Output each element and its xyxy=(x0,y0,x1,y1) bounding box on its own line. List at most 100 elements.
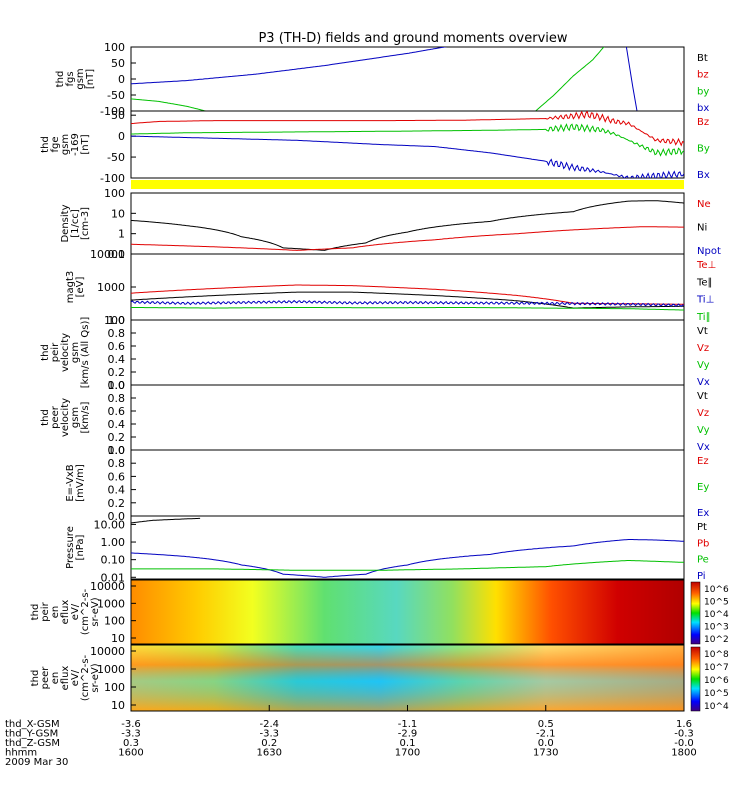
y-tick-label: 10 xyxy=(111,632,125,645)
colorbar-tick-label: 10^5 xyxy=(704,598,729,608)
y-axis-label: E=-VxB xyxy=(65,464,76,501)
x-tick-label: 0.3 xyxy=(123,738,139,749)
y-tick-label: 1000 xyxy=(97,663,125,676)
series-group xyxy=(131,47,638,111)
x-axis: thd_X-GSM -3.6 -2.4 -1.1 0.5 1.6 thd_Y-GSM -3.3… xyxy=(5,705,697,768)
peer-colorbar xyxy=(690,646,701,712)
x-tick-label: -2.1 xyxy=(536,729,556,740)
series-line-Pt xyxy=(131,517,201,524)
series-group xyxy=(131,111,684,178)
series-line-bx xyxy=(625,47,638,111)
y-axis-label: velocity xyxy=(60,333,71,372)
y-tick-label: 10 xyxy=(111,699,125,712)
y-tick-label: 0.8 xyxy=(108,392,126,405)
y-tick-label: 0.10 xyxy=(101,554,126,567)
series-line-Ti∥ xyxy=(131,307,684,311)
y-tick-label: 0.6 xyxy=(108,405,126,418)
y-tick-label: 0.0 xyxy=(108,510,126,523)
legend-entry-By: By xyxy=(697,144,710,155)
legend-entry-Bx: Bx xyxy=(697,170,710,181)
legend-entry-Npot: Npot xyxy=(697,246,721,257)
y-axis-label: [cm-3] xyxy=(80,207,91,240)
legend-entry-Vx: Vx xyxy=(697,377,710,388)
y-tick-label: 1000 xyxy=(97,281,125,294)
legend-entry-Bz: Bz xyxy=(697,117,709,128)
series-line-Bz xyxy=(131,111,684,147)
x-axis-row-label: thd_Y-GSM xyxy=(5,729,58,740)
panel-density: 100 10 1 0.1 Density [1/cc] [cm-3] Ne Ni Npot xyxy=(60,187,721,261)
y-axis-label: thd xyxy=(30,670,41,687)
y-tick-label: 0.1 xyxy=(108,248,126,261)
y-tick-label: 0 xyxy=(118,73,125,86)
y-tick-label: 0.8 xyxy=(108,327,126,340)
y-tick-label: 0.2 xyxy=(108,497,126,510)
y-tick-label: 0.0 xyxy=(108,379,126,392)
y-axis-label: Pressure xyxy=(65,526,76,569)
x-tick-label: 0.2 xyxy=(261,738,277,749)
y-tick-label: 0.4 xyxy=(108,484,126,497)
legend-entry-Ne: Ne xyxy=(697,199,711,210)
series-group xyxy=(131,200,684,251)
x-tick-label: -3.6 xyxy=(121,719,141,730)
x-tick-label: 1800 xyxy=(671,748,696,759)
series-line-Pi xyxy=(131,539,684,578)
x-tick-label: 0.1 xyxy=(400,738,416,749)
y-axis-label: gsm xyxy=(75,68,86,89)
y-axis-label: en xyxy=(50,672,61,685)
y-axis-label: eflux xyxy=(60,666,71,691)
y-axis-label: peer xyxy=(50,405,61,429)
y-tick-label: 0.2 xyxy=(108,431,126,444)
y-axis-label: [nT] xyxy=(85,69,96,89)
series-line-bx xyxy=(131,47,448,85)
y-tick-label: -100 xyxy=(100,172,125,185)
y-axis-label: (cm^2-s- xyxy=(80,588,91,635)
series-group xyxy=(131,284,684,311)
panel-frame xyxy=(130,46,685,112)
panel-frame xyxy=(130,384,685,451)
y-tick-label: 1.0 xyxy=(108,444,126,457)
legend-entry-Bt: Bt xyxy=(697,53,708,64)
y-tick-label: -100 xyxy=(100,105,125,118)
x-tick-label: -0.3 xyxy=(674,729,694,740)
legend-entry-Te⊥: Te⊥ xyxy=(696,260,716,271)
colorbar-tick-label: 10^4 xyxy=(704,702,729,712)
y-tick-label: 0 xyxy=(118,130,125,143)
panel-frame xyxy=(130,253,685,321)
x-tick-label: -1.1 xyxy=(398,719,418,730)
y-tick-label: 1 xyxy=(118,228,125,241)
x-tick-label: 1700 xyxy=(395,748,420,759)
x-tick-label: 1.6 xyxy=(676,719,692,730)
y-axis-label: sr-eV) xyxy=(90,663,101,692)
colorbar-tick-label: 10^6 xyxy=(704,585,729,595)
y-tick-label: 1000 xyxy=(97,597,125,610)
y-axis-label: (cm^2-s- xyxy=(80,654,91,701)
legend-entry-Pi: Pi xyxy=(697,571,706,582)
y-tick-label: 10000 xyxy=(90,645,125,658)
x-tick-label: -0.0 xyxy=(674,738,694,749)
y-axis-label: [km/s] xyxy=(80,401,91,433)
x-tick-label: -2.4 xyxy=(259,719,279,730)
legend-entry-Vy: Vy xyxy=(697,425,710,436)
y-axis-label: Density xyxy=(60,204,71,242)
legend-entry-Vt: Vt xyxy=(697,391,708,402)
series-line-Pe xyxy=(131,560,684,571)
legend-entry-Pb: Pb xyxy=(697,538,709,549)
y-axis-label: [eV] xyxy=(75,277,86,298)
x-tick-label: 1600 xyxy=(118,748,143,759)
colorbar-tick-label: 10^4 xyxy=(704,610,729,620)
legend-entry-Ex: Ex xyxy=(697,508,709,519)
panel-pressure: 10.00 1.00 0.10 0.01 Pressure [nPa] Pt Pb Pe Pi xyxy=(65,515,709,584)
colorbar-tick-label: 10^5 xyxy=(704,689,729,699)
y-tick-label: 10.00 xyxy=(94,518,126,531)
legend-entry-Ey: Ey xyxy=(697,482,709,493)
x-tick-label: 0.5 xyxy=(538,719,554,730)
y-tick-label: 1.0 xyxy=(108,379,126,392)
series-line-Bx xyxy=(131,135,684,178)
date-label: 2009 Mar 30 xyxy=(5,757,68,768)
y-tick-label: 0.4 xyxy=(108,353,126,366)
legend-entry-Vz: Vz xyxy=(697,343,709,354)
y-tick-label: 0.4 xyxy=(108,418,126,431)
y-tick-label: 0.0 xyxy=(108,444,126,457)
series-line-Ne xyxy=(131,226,684,251)
